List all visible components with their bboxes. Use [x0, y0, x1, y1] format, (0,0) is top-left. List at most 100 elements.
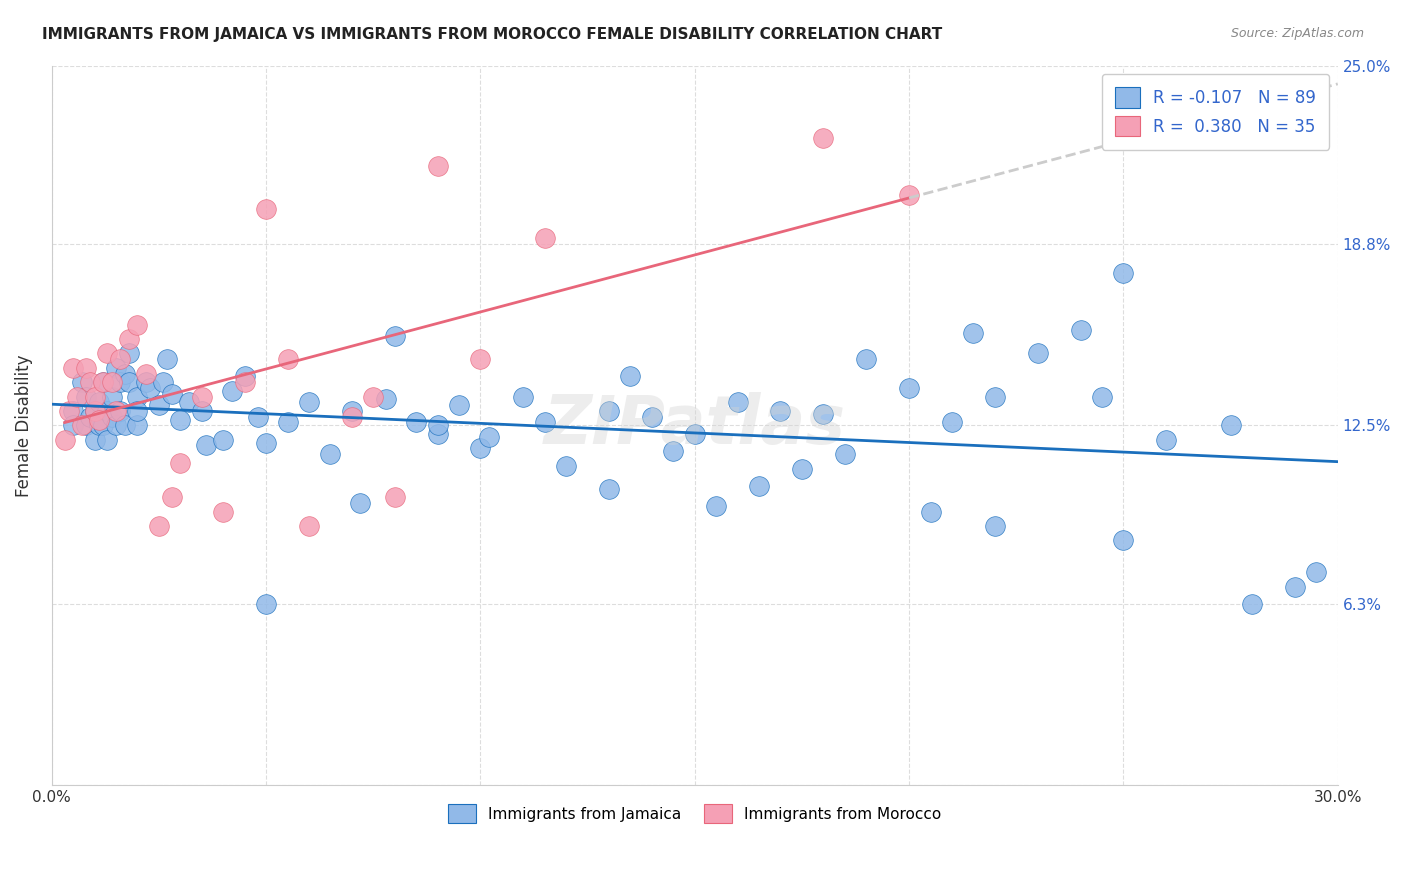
Point	[221, 384, 243, 398]
Point	[139, 381, 162, 395]
Point	[1156, 433, 1178, 447]
Point	[470, 442, 492, 456]
Point	[375, 392, 398, 407]
Point	[1026, 346, 1049, 360]
Point	[298, 395, 321, 409]
Point	[169, 456, 191, 470]
Point	[87, 395, 110, 409]
Point	[62, 360, 84, 375]
Legend: Immigrants from Jamaica, Immigrants from Morocco: Immigrants from Jamaica, Immigrants from…	[436, 792, 953, 835]
Point	[1240, 597, 1263, 611]
Point	[169, 412, 191, 426]
Point	[898, 188, 921, 202]
Point	[834, 447, 856, 461]
Point	[191, 404, 214, 418]
Point	[70, 375, 93, 389]
Point	[246, 409, 269, 424]
Point	[127, 404, 149, 418]
Point	[276, 352, 298, 367]
Point	[152, 375, 174, 389]
Point	[254, 597, 277, 611]
Point	[384, 329, 406, 343]
Point	[984, 519, 1007, 533]
Point	[75, 418, 97, 433]
Point	[83, 404, 105, 418]
Point	[105, 404, 128, 418]
Point	[105, 418, 128, 433]
Point	[105, 360, 128, 375]
Point	[426, 427, 449, 442]
Point	[704, 499, 727, 513]
Point	[319, 447, 342, 461]
Point	[110, 352, 132, 367]
Point	[470, 352, 492, 367]
Point	[195, 438, 218, 452]
Point	[96, 433, 118, 447]
Point	[898, 381, 921, 395]
Point	[148, 519, 170, 533]
Point	[135, 367, 157, 381]
Point	[1070, 323, 1092, 337]
Point	[920, 505, 942, 519]
Point	[340, 404, 363, 418]
Point	[555, 458, 578, 473]
Point	[598, 404, 620, 418]
Point	[769, 404, 792, 418]
Point	[478, 430, 501, 444]
Point	[91, 418, 114, 433]
Point	[447, 398, 470, 412]
Point	[110, 375, 132, 389]
Point	[160, 491, 183, 505]
Point	[349, 496, 371, 510]
Point	[276, 416, 298, 430]
Point	[79, 375, 101, 389]
Point	[748, 479, 770, 493]
Point	[941, 416, 963, 430]
Point	[212, 505, 235, 519]
Point	[212, 433, 235, 447]
Point	[91, 375, 114, 389]
Point	[135, 375, 157, 389]
Point	[79, 409, 101, 424]
Point	[233, 375, 256, 389]
Point	[727, 395, 749, 409]
Point	[148, 398, 170, 412]
Point	[114, 367, 136, 381]
Point	[100, 409, 122, 424]
Text: ZIPatlas: ZIPatlas	[544, 392, 846, 458]
Point	[405, 416, 427, 430]
Point	[533, 416, 555, 430]
Point	[191, 390, 214, 404]
Point	[1091, 390, 1114, 404]
Y-axis label: Female Disability: Female Disability	[15, 354, 32, 497]
Point	[1112, 533, 1135, 548]
Point	[1305, 565, 1327, 579]
Point	[96, 346, 118, 360]
Point	[1112, 266, 1135, 280]
Point	[1284, 580, 1306, 594]
Point	[83, 404, 105, 418]
Point	[53, 433, 76, 447]
Point	[87, 412, 110, 426]
Point	[254, 435, 277, 450]
Point	[512, 390, 534, 404]
Point	[91, 375, 114, 389]
Point	[298, 519, 321, 533]
Text: IMMIGRANTS FROM JAMAICA VS IMMIGRANTS FROM MOROCCO FEMALE DISABILITY CORRELATION: IMMIGRANTS FROM JAMAICA VS IMMIGRANTS FR…	[42, 27, 942, 42]
Point	[127, 390, 149, 404]
Point	[984, 390, 1007, 404]
Point	[790, 461, 813, 475]
Point	[100, 390, 122, 404]
Point	[114, 418, 136, 433]
Point	[813, 407, 835, 421]
Point	[662, 444, 685, 458]
Point	[100, 375, 122, 389]
Point	[83, 390, 105, 404]
Point	[75, 390, 97, 404]
Point	[426, 418, 449, 433]
Point	[598, 482, 620, 496]
Point	[75, 360, 97, 375]
Point	[384, 491, 406, 505]
Point	[361, 390, 384, 404]
Point	[340, 409, 363, 424]
